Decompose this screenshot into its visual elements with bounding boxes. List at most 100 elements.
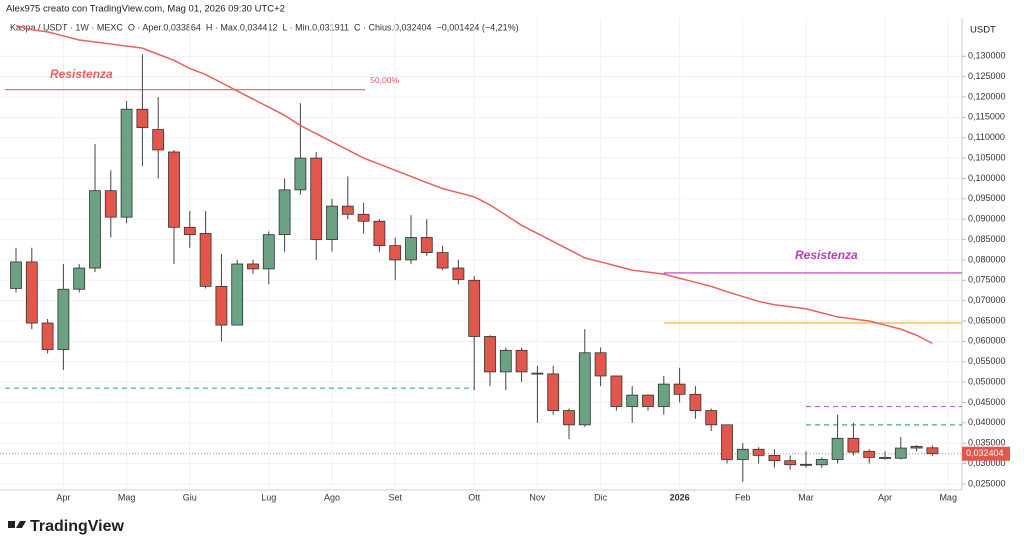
y-tick-label: 0,095000: [968, 193, 1006, 203]
candle-body: [800, 463, 812, 466]
candle-body: [152, 129, 165, 151]
y-tick-label: 0,050000: [968, 376, 1006, 386]
candle-body: [547, 373, 560, 411]
price-tag: [962, 446, 1010, 461]
y-tick-label: 0,040000: [968, 417, 1006, 427]
candle-body: [420, 237, 433, 253]
candle-body: [894, 447, 907, 459]
candle-body: [452, 267, 465, 280]
y-tick-label: 0,025000: [968, 478, 1006, 488]
y-tick-label: 0,065000: [968, 315, 1006, 325]
candle-body: [41, 322, 54, 350]
x-tick-label: Lug: [261, 492, 276, 502]
candle-body: [389, 245, 402, 261]
y-tick-label: 0,110000: [968, 132, 1005, 142]
candle-body: [594, 352, 607, 377]
y-tick-label: 0,090000: [968, 214, 1006, 224]
brand: TradingView: [30, 518, 125, 535]
x-tick-label: Apr: [878, 492, 892, 502]
candle-body: [136, 108, 149, 128]
y-unit: USDT: [970, 25, 996, 36]
candle-body: [262, 234, 275, 270]
candle-body: [436, 252, 449, 269]
candle-body: [831, 437, 844, 460]
candle-body: [657, 383, 670, 407]
candle-body: [484, 336, 496, 373]
y-tick-label: 0,085000: [968, 234, 1006, 244]
x-tick-label: Set: [388, 492, 402, 502]
candle-body: [57, 288, 70, 350]
candle-body: [926, 447, 939, 455]
annotation: Resistenza: [795, 248, 858, 262]
y-tick-label: 0,130000: [968, 51, 1006, 61]
y-tick-label: 0,055000: [968, 356, 1006, 366]
x-tick-label: 2026: [670, 492, 690, 502]
candle-body: [326, 205, 338, 240]
x-tick-label: Nov: [529, 492, 546, 502]
candle-body: [73, 267, 86, 290]
credit: Alex975 creato con TradingView.com, Mag …: [6, 4, 285, 15]
y-tick-label: 0,035000: [968, 438, 1006, 448]
x-tick-label: Mag: [939, 492, 957, 502]
candle-body: [736, 448, 749, 460]
y-tick-label: 0,060000: [968, 336, 1006, 346]
candle-body: [515, 349, 528, 373]
candle-body: [310, 157, 323, 240]
y-tick-label: 0,045000: [968, 397, 1006, 407]
y-tick-label: 0,115000: [968, 112, 1005, 122]
y-tick-label: 0,120000: [968, 91, 1006, 101]
candle-body: [373, 220, 386, 247]
logo-mark: [8, 521, 15, 528]
candle-body: [104, 190, 117, 218]
candle-body: [25, 261, 38, 324]
candle-body: [199, 233, 212, 287]
x-tick-label: Ago: [324, 492, 340, 502]
candle-body: [468, 279, 481, 337]
candle-body: [341, 205, 354, 215]
candle-body: [847, 437, 860, 453]
candle-body: [910, 446, 923, 449]
candle-body: [815, 459, 828, 466]
candle-body: [721, 424, 733, 460]
candle-body: [89, 190, 101, 269]
candle-body: [405, 237, 417, 261]
candle-body: [231, 263, 244, 326]
y-tick-label: 0,070000: [968, 295, 1006, 305]
candle-body: [578, 352, 591, 426]
candle-body: [689, 393, 702, 411]
candle-body: [642, 394, 654, 407]
candle-body: [247, 263, 259, 270]
candle-body: [294, 157, 307, 191]
x-tick-label: Ott: [468, 492, 481, 502]
candle-body: [168, 151, 180, 228]
candle-body: [531, 372, 544, 375]
x-tick-label: Dic: [594, 492, 607, 502]
candle-body: [879, 457, 891, 459]
level-label: 50,00%: [370, 75, 399, 85]
y-tick-label: 0,080000: [968, 254, 1006, 264]
candle-body: [705, 410, 718, 426]
x-tick-label: Feb: [735, 492, 751, 502]
candle-body: [863, 450, 876, 458]
x-tick-label: Apr: [56, 492, 70, 502]
y-tick-label: 0,030000: [968, 458, 1006, 468]
candle-body: [784, 460, 797, 466]
candle-body: [499, 349, 512, 373]
candle-body: [215, 285, 228, 326]
legend: Kaspa / USDT · 1W · MEXC O · Aper.0,0338…: [10, 22, 519, 32]
x-tick-label: Mar: [798, 492, 814, 502]
x-tick-label: Giu: [183, 492, 197, 502]
logo-mark: [16, 521, 26, 528]
candle-body: [752, 448, 765, 456]
candle-body: [626, 394, 639, 407]
annotation: Resistenza: [50, 67, 113, 81]
candle-body: [563, 410, 575, 426]
candle-body: [357, 213, 370, 222]
candle-body: [610, 375, 623, 407]
candle-body: [10, 261, 22, 289]
x-tick-label: Mag: [118, 492, 136, 502]
price-tag-label: 0,032404: [966, 448, 1004, 458]
logo: [8, 521, 26, 528]
